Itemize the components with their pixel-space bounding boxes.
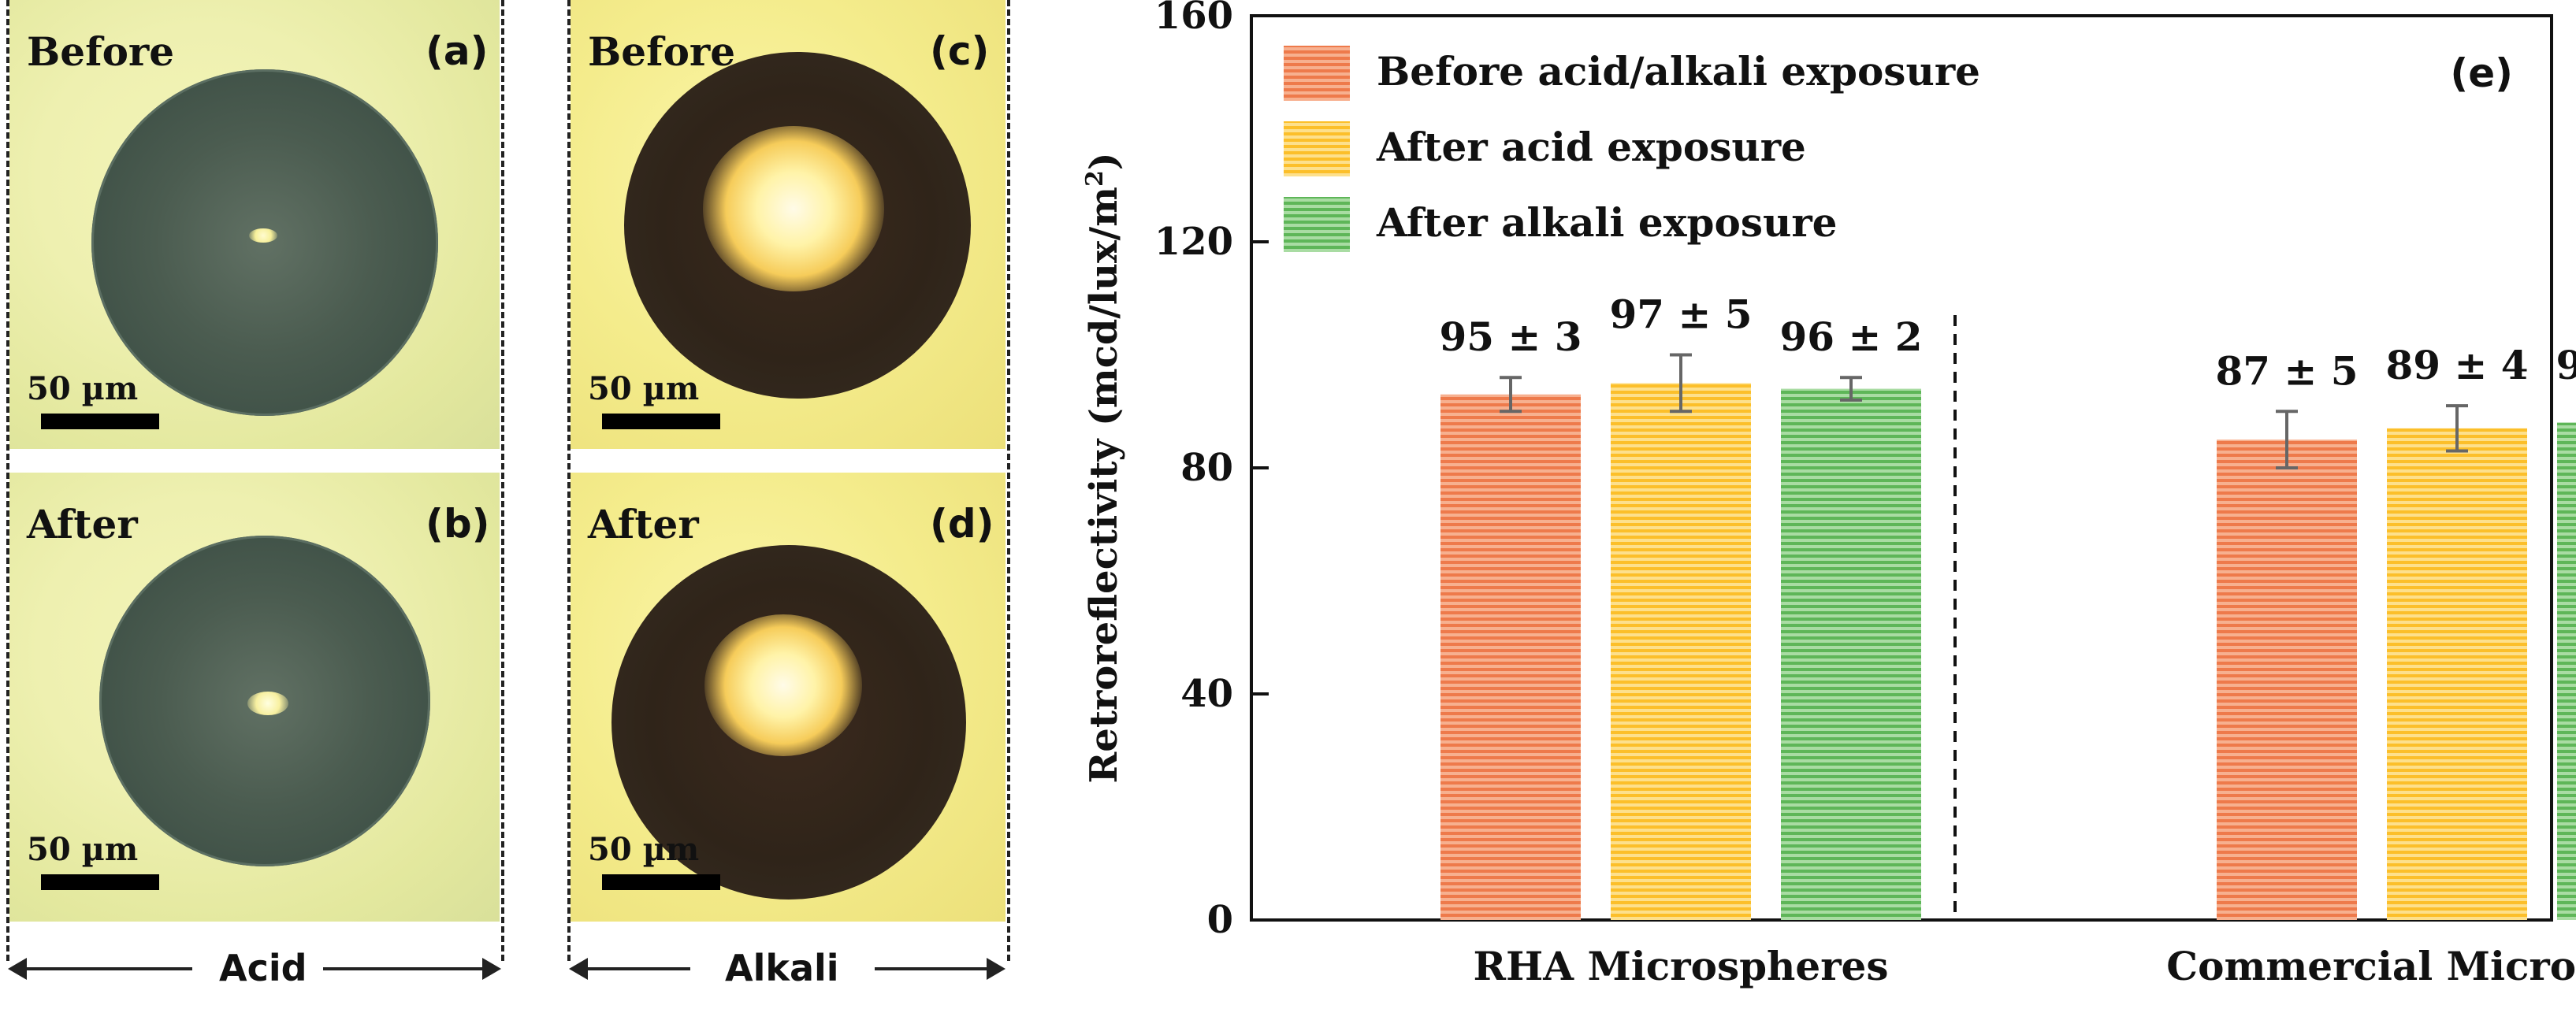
panel-c-scale-label: 50 µm bbox=[588, 370, 700, 407]
bar-orange bbox=[1440, 394, 1581, 921]
reflection-spot bbox=[703, 126, 884, 291]
legend-entry: After acid exposure bbox=[1376, 124, 1806, 170]
legend-entry: After alkali exposure bbox=[1376, 199, 1838, 246]
y-tick-label: 160 bbox=[1154, 0, 1233, 38]
acid-arrow-right-head bbox=[482, 958, 501, 980]
divider-right-outer bbox=[567, 0, 571, 961]
y-tick-label: 80 bbox=[1180, 446, 1233, 490]
legend-entry: Before acid/alkali exposure bbox=[1377, 48, 1980, 95]
alkali-arrow-left bbox=[572, 967, 690, 970]
panel-c-scale-bar bbox=[602, 414, 720, 429]
y-tick-label: 120 bbox=[1154, 220, 1233, 264]
acid-label: Acid bbox=[219, 947, 307, 989]
data-label: 87 ± 5 bbox=[2215, 347, 2358, 394]
alkali-arrow-right bbox=[875, 967, 1001, 970]
panel-e-label: (e) bbox=[2450, 50, 2513, 96]
y-axis-label: Retroreflectivity (mcd/lux/m2) bbox=[1081, 152, 1126, 783]
legend-swatch-orange bbox=[1284, 46, 1350, 101]
bar-yellow bbox=[2387, 428, 2527, 920]
panel-a-state: Before bbox=[27, 28, 175, 75]
data-label: 95 ± 3 bbox=[1439, 313, 1582, 360]
panel-b-scale-label: 50 µm bbox=[27, 831, 139, 868]
panel-b: After (b) 50 µm bbox=[9, 473, 500, 922]
panel-a-scale-label: 50 µm bbox=[27, 370, 139, 407]
y-tick-label: 40 bbox=[1180, 672, 1233, 716]
panel-d: After (d) 50 µm bbox=[571, 473, 1005, 922]
panel-d-scale-label: 50 µm bbox=[588, 831, 700, 868]
panel-a-label: (a) bbox=[426, 28, 489, 74]
panel-c: Before (c) 50 µm bbox=[571, 0, 1005, 449]
acid-arrow-left-head bbox=[8, 958, 27, 980]
alkali-arrow-left-head bbox=[569, 958, 588, 980]
data-label: 90 ± 3 bbox=[2556, 342, 2576, 388]
data-label: 96 ± 2 bbox=[1779, 313, 1922, 360]
bar-yellow bbox=[1611, 383, 1751, 920]
divider-left-inner bbox=[501, 0, 504, 961]
x-category-label: RHA Microspheres bbox=[1473, 943, 1888, 989]
panel-b-state: After bbox=[27, 501, 138, 547]
acid-arrow-left bbox=[11, 967, 192, 970]
data-label: 89 ± 4 bbox=[2385, 342, 2528, 388]
panel-d-label: (d) bbox=[930, 501, 994, 547]
panel-b-label: (b) bbox=[426, 501, 490, 547]
y-axis-label-sup: 2 bbox=[1081, 170, 1109, 187]
panel-b-scale-bar bbox=[41, 874, 159, 890]
legend-swatch-green bbox=[1284, 197, 1350, 252]
divider-right-inner bbox=[1007, 0, 1010, 961]
acid-arrow-right bbox=[323, 967, 496, 970]
y-axis-label-end: ) bbox=[1082, 152, 1126, 170]
panel-d-scale-bar bbox=[602, 874, 720, 890]
panel-a: Before (a) 50 µm bbox=[9, 0, 500, 449]
alkali-label: Alkali bbox=[725, 947, 839, 989]
reflection-spot bbox=[704, 614, 862, 756]
data-label: 97 ± 5 bbox=[1609, 291, 1752, 338]
microsphere bbox=[91, 69, 438, 416]
reflection-spot bbox=[247, 692, 288, 715]
reflection-spot bbox=[249, 228, 277, 243]
panel-c-state: Before bbox=[588, 28, 736, 75]
retroreflectivity-chart: Retroreflectivity (mcd/lux/m2) (e) 0 40 80… bbox=[1081, 0, 2576, 989]
bar-green bbox=[1781, 388, 1921, 920]
alkali-arrow-right-head bbox=[987, 958, 1005, 980]
x-category-label: Commercial Microspheres bbox=[2166, 943, 2576, 989]
y-axis-label-main: Retroreflectivity (mcd/lux/m bbox=[1082, 187, 1126, 784]
legend-swatch-yellow bbox=[1284, 121, 1350, 176]
bar-orange bbox=[2217, 440, 2357, 920]
y-tick-label: 0 bbox=[1207, 898, 1233, 942]
panel-d-state: After bbox=[588, 501, 699, 547]
panel-c-label: (c) bbox=[930, 28, 990, 74]
panel-a-scale-bar bbox=[41, 414, 159, 429]
divider-left-outer bbox=[6, 0, 9, 961]
bar-green bbox=[2557, 422, 2576, 920]
